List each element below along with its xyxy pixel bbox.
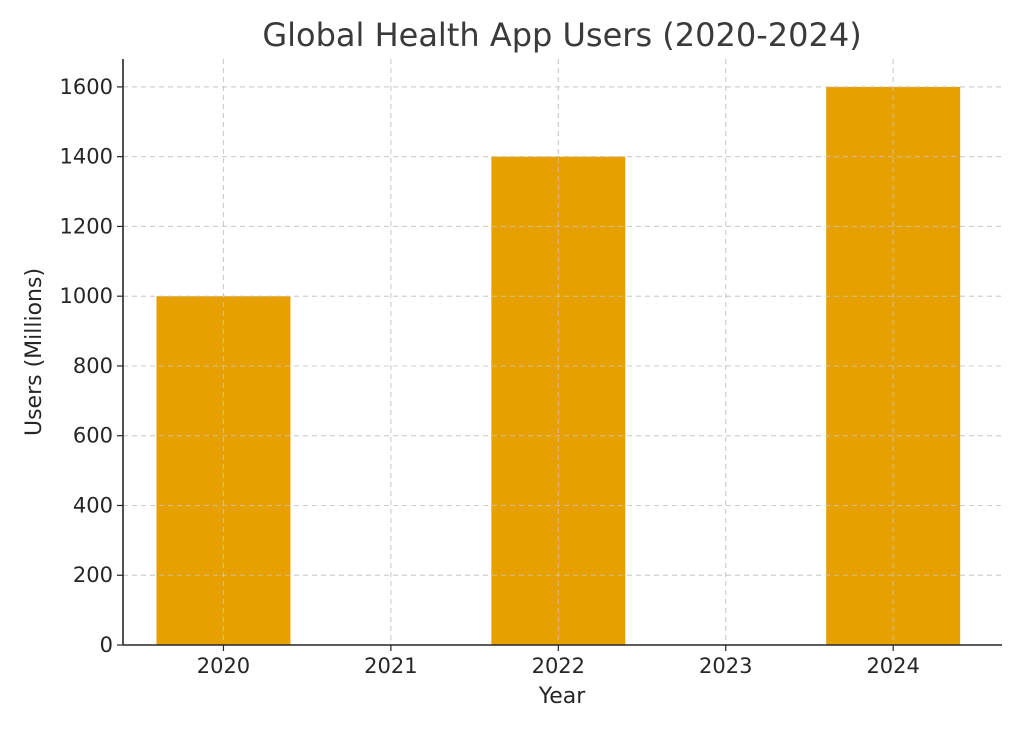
y-tick-label: 200 bbox=[73, 563, 113, 587]
y-tick-label: 1600 bbox=[60, 75, 113, 99]
x-tick-label: 2021 bbox=[364, 654, 417, 678]
y-tick-label: 1000 bbox=[60, 284, 113, 308]
bar-2022 bbox=[491, 156, 626, 645]
x-tick-label: 2023 bbox=[699, 654, 752, 678]
y-tick-label: 400 bbox=[73, 493, 113, 517]
x-axis-label: Year bbox=[538, 684, 587, 709]
x-tick-label: 2020 bbox=[197, 654, 250, 678]
y-tick-label: 0 bbox=[100, 633, 113, 657]
bar-2020 bbox=[156, 296, 291, 645]
y-tick-label: 1400 bbox=[60, 145, 113, 169]
y-tick-label: 600 bbox=[73, 424, 113, 448]
chart-title: Global Health App Users (2020-2024) bbox=[262, 16, 861, 54]
tick-labels: 0 200 400 600 800 1000 1200 1400 1600 2020 2021 202… bbox=[60, 75, 920, 678]
y-tick-label: 800 bbox=[73, 354, 113, 378]
x-tick-label: 2024 bbox=[866, 654, 919, 678]
x-tick-label: 2022 bbox=[532, 654, 585, 678]
y-tick-label: 1200 bbox=[60, 214, 113, 238]
bars bbox=[123, 59, 1002, 646]
y-axis-label: Users (Millions) bbox=[22, 268, 47, 436]
axes bbox=[117, 59, 1002, 651]
